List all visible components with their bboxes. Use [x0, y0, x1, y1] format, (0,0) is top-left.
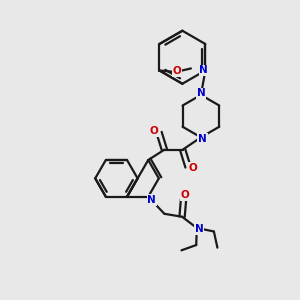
Text: N: N: [196, 88, 205, 98]
Text: N: N: [198, 134, 207, 144]
Text: N: N: [195, 224, 203, 234]
Text: N: N: [200, 65, 208, 76]
Text: N: N: [147, 195, 156, 205]
Text: O: O: [173, 66, 182, 76]
Text: O: O: [181, 190, 189, 200]
Text: O: O: [189, 163, 198, 173]
Text: O: O: [149, 126, 158, 136]
